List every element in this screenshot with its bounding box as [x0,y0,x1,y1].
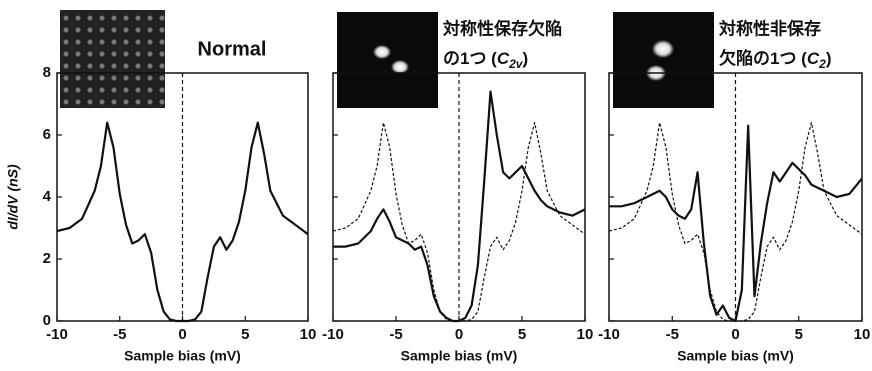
page: {"chart_data": [ {"type": "line", "title… [0,0,872,371]
title-text: 欠陥の1つ ( [719,48,807,68]
figure: -10 -5 0 5 10 0 2 4 6 8 Sample bias (mV) dI/dV (nS)… [0,0,872,371]
x-axis-label: Sample bias (mV) [124,348,241,364]
x-tick-label: 0 [731,326,739,343]
x-tick-label: 5 [241,326,249,343]
y-tick-label: 8 [43,64,51,81]
y-axis-label: dI/dV (nS) [5,164,21,230]
title-symbol: C [497,49,510,68]
x-tick-label: -10 [598,326,620,343]
chart-title: 対称性保存欠陥 [442,18,562,38]
x-tick-label: 0 [455,326,463,343]
stm-inset [60,10,165,108]
title-text: の1つ ( [443,49,497,68]
x-tick-label: -10 [322,326,344,343]
x-tick-label: 0 [178,326,186,343]
y-tick-label: 4 [43,188,52,205]
stm-inset [613,12,714,108]
x-axis-label: Sample bias (mV) [677,348,794,364]
chart-title: 対称性非保存 [718,18,821,38]
x-tick-label: 10 [300,326,317,343]
x-tick-label: 10 [854,326,871,343]
chart-title: の1つ (C2v) [443,49,528,71]
stm-inset [337,12,438,108]
chart-title: Normal [198,38,267,60]
title-text: ) [826,49,832,68]
y-tick-label: 2 [43,250,51,267]
chart-title: 欠陥の1つ (C2) [719,48,831,71]
title-text: ) [522,49,528,68]
x-tick-label: 5 [518,326,526,343]
x-tick-label: -5 [113,326,126,343]
y-tick-label: 0 [43,312,51,329]
x-tick-label: 5 [795,326,803,343]
y-tick-label: 6 [43,126,51,143]
x-tick-label: -5 [666,326,679,343]
title-subscript: 2v [508,57,524,71]
x-axis-label: Sample bias (mV) [401,348,518,364]
title-symbol: C [807,49,820,68]
x-tick-label: -5 [389,326,402,343]
x-tick-label: 10 [577,326,594,343]
